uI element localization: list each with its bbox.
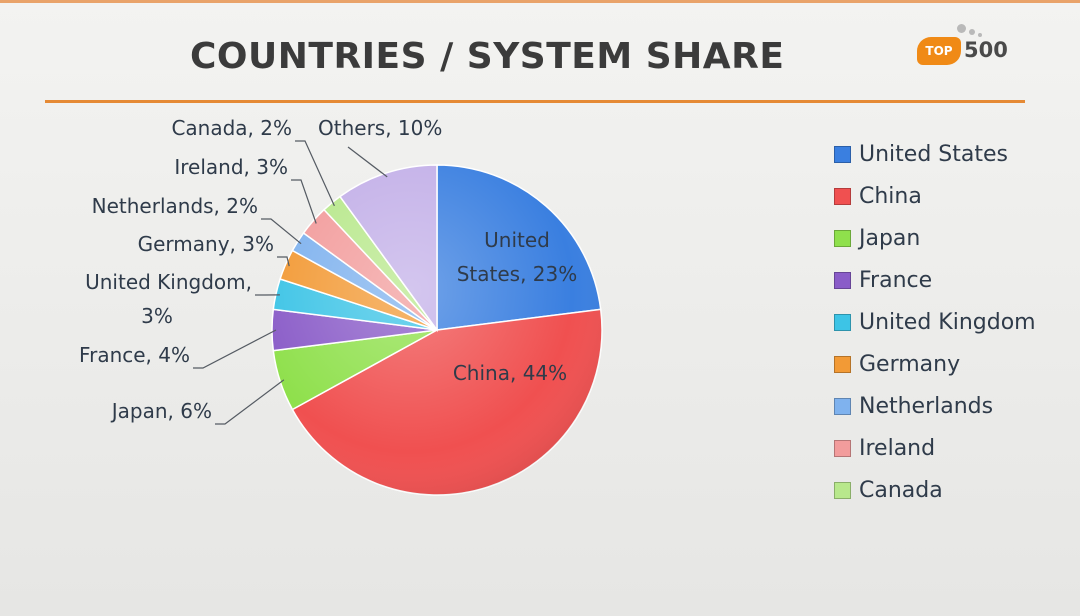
legend-swatch (834, 397, 851, 415)
legend: United States China Japan France United King… (834, 133, 1036, 511)
slice-label-netherlands: Netherlands, 2% (92, 194, 258, 218)
legend-label: Japan (859, 225, 921, 251)
legend-swatch (834, 229, 851, 247)
leader-line-germany (277, 256, 290, 267)
legend-item-netherlands: Netherlands (834, 385, 1036, 427)
slice-label-united-states: United States, 23% (457, 228, 578, 286)
slice-label-ireland: Ireland, 3% (174, 155, 288, 179)
slice-label-germany: Germany, 3% (138, 232, 274, 256)
legend-swatch (834, 481, 851, 499)
leader-line-others (347, 146, 388, 178)
logo-number: 500 (964, 38, 1008, 62)
legend-swatch (834, 187, 851, 205)
leader-line-netherlands (261, 218, 302, 245)
legend-label: Ireland (859, 435, 936, 461)
legend-swatch (834, 313, 851, 331)
logo-dot (969, 29, 975, 35)
logo-badge: TOP (917, 37, 961, 65)
legend-swatch (834, 355, 851, 373)
slice-label-france: France, 4% (79, 343, 190, 367)
slice-label-china: China, 44% (453, 361, 567, 385)
logo-dot (978, 33, 982, 37)
slice-label-others: Others, 10% (318, 116, 442, 140)
legend-label: United States (859, 141, 1008, 167)
leader-line-france (193, 329, 277, 369)
leader-line-canada (295, 140, 335, 207)
logo-dot (957, 24, 966, 33)
slice-label-canada: Canada, 2% (171, 116, 292, 140)
legend-label: Netherlands (859, 393, 994, 419)
slice-label-japan: Japan, 6% (110, 399, 212, 423)
legend-item-ireland: Ireland (834, 427, 1036, 469)
legend-label: France (859, 267, 933, 293)
pie-chart: United States, 23% China, 44% Japan, 6% Fran… (79, 116, 603, 496)
top500-logo: TOP 500 (915, 24, 1025, 74)
page-title: COUNTRIES / SYSTEM SHARE (190, 36, 785, 77)
legend-label: Germany (859, 351, 961, 377)
legend-item-united-states: United States (834, 133, 1036, 175)
legend-item-china: China (834, 175, 1036, 217)
legend-item-france: France (834, 259, 1036, 301)
leader-line-ireland (291, 179, 317, 224)
legend-label: Canada (859, 477, 943, 503)
legend-swatch (834, 439, 851, 457)
legend-swatch (834, 271, 851, 289)
legend-swatch (834, 145, 851, 163)
title-rule (45, 100, 1025, 103)
legend-label: United Kingdom (859, 309, 1036, 335)
slice-label-united-kingdom: United Kingdom, 3% (85, 270, 252, 328)
legend-item-canada: Canada (834, 469, 1036, 511)
legend-item-germany: Germany (834, 343, 1036, 385)
legend-label: China (859, 183, 922, 209)
legend-item-japan: Japan (834, 217, 1036, 259)
leader-line-japan (215, 379, 285, 425)
top-accent-line (0, 0, 1080, 3)
legend-item-united-kingdom: United Kingdom (834, 301, 1036, 343)
